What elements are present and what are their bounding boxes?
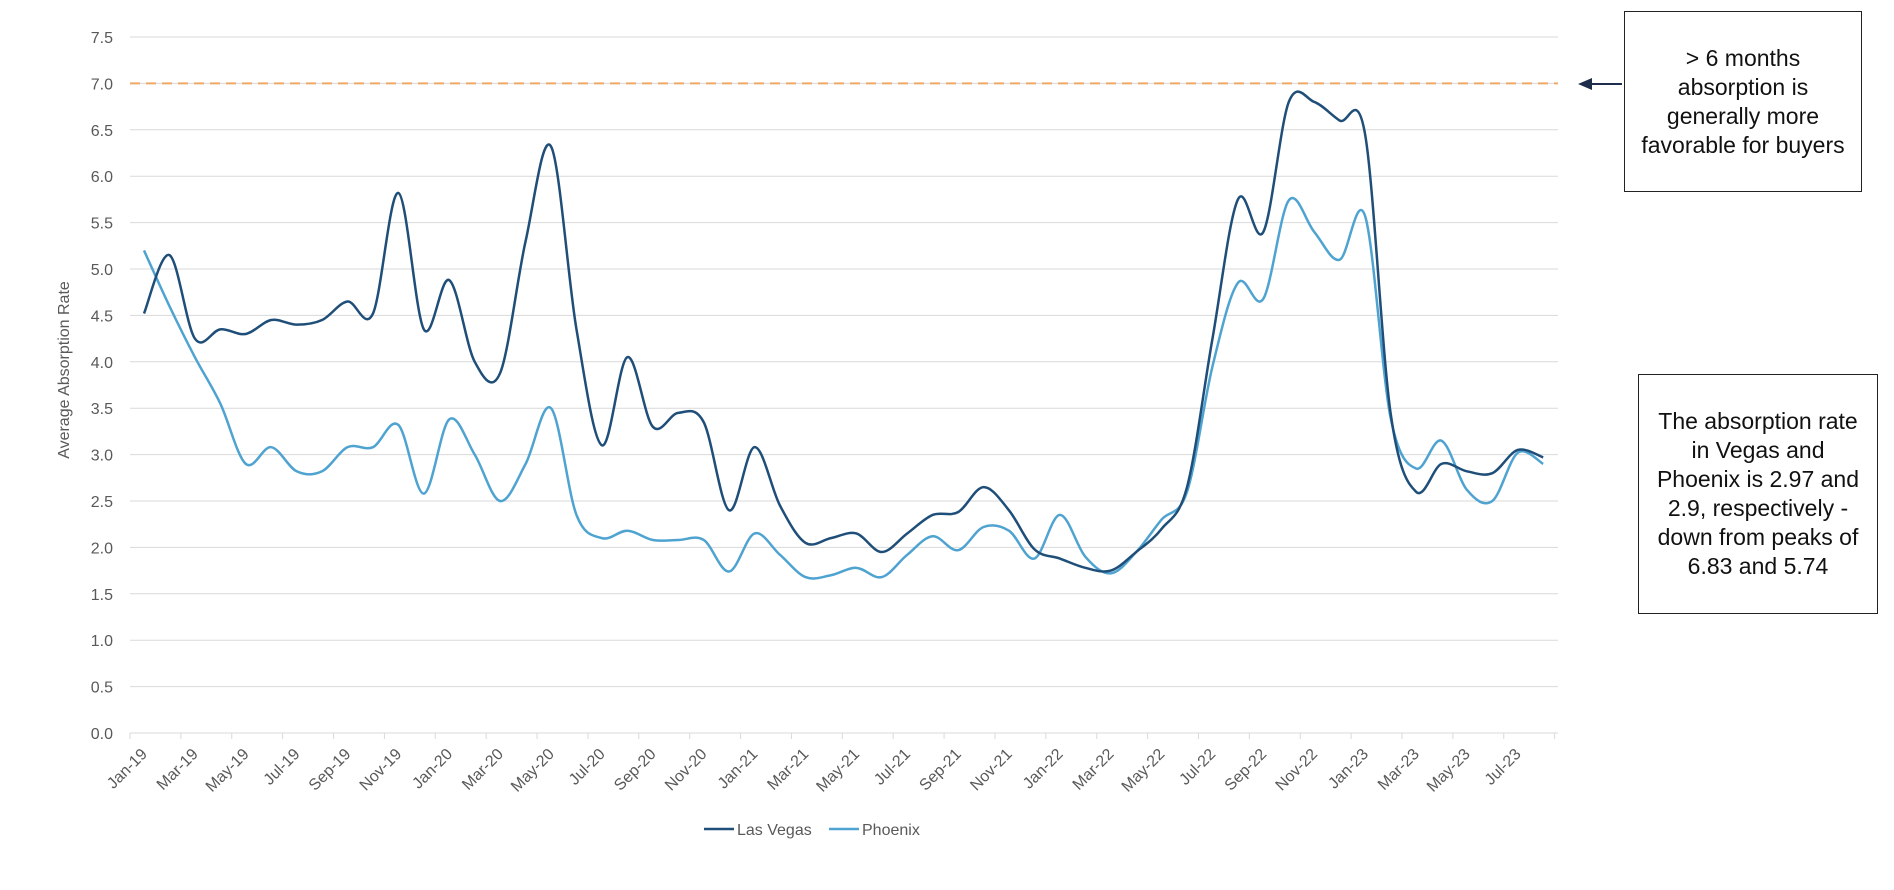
y-axis-title: Average Absorption Rate <box>56 281 73 459</box>
x-tick-label: Jul-21 <box>871 746 914 789</box>
y-tick-label: 7.5 <box>91 30 113 47</box>
x-tick-label: Jan-19 <box>104 746 151 793</box>
legend-label-las-vegas: Las Vegas <box>737 822 812 839</box>
x-tick-label: Jul-23 <box>1482 746 1525 789</box>
x-tick-label: May-22 <box>1119 746 1169 796</box>
x-tick-label: Jan-20 <box>409 746 456 793</box>
x-tick-label: Nov-21 <box>967 746 1016 795</box>
x-tick-label: Mar-20 <box>459 746 507 794</box>
x-tick-label: Nov-22 <box>1273 746 1322 795</box>
legend: Las Vegas Phoenix <box>704 822 920 839</box>
y-tick-label: 2.5 <box>91 494 113 511</box>
x-axis-ticks: Jan-19 Mar-19 May-19 Jul-19 Sep-19 Nov-19 Jan-… <box>104 733 1556 796</box>
y-tick-label: 0.5 <box>91 680 113 697</box>
annotation-buyers-favorable: > 6 months absorption is generally more … <box>1624 11 1862 192</box>
x-tick-label: Mar-19 <box>154 746 202 794</box>
y-tick-label: 4.5 <box>91 308 113 325</box>
x-tick-label: Mar-23 <box>1375 746 1423 794</box>
y-axis-ticks: 0.0 0.5 1.0 1.5 2.0 2.5 3.0 3.5 4.0 4.5 5.0 5.5 6.0 6… <box>91 30 113 743</box>
x-tick-label: Sep-22 <box>1222 746 1271 795</box>
x-tick-label: May-20 <box>508 746 558 796</box>
annotation-arrow <box>1578 78 1622 90</box>
x-tick-label: Sep-20 <box>611 746 660 795</box>
series-line-las-vegas <box>142 90 1544 573</box>
annotation-current-rates: The absorption rate in Vegas and Phoenix… <box>1638 374 1878 614</box>
x-tick-label: May-23 <box>1424 746 1474 796</box>
y-tick-label: 5.0 <box>91 262 113 279</box>
gridlines <box>130 36 1558 734</box>
x-tick-label: Jul-20 <box>566 746 609 789</box>
y-tick-label: 6.0 <box>91 169 113 186</box>
y-tick-label: 3.0 <box>91 448 113 465</box>
y-tick-label: 2.0 <box>91 540 113 557</box>
y-tick-label: 6.5 <box>91 123 113 140</box>
x-tick-label: Sep-19 <box>306 746 355 795</box>
y-tick-label: 5.5 <box>91 216 113 233</box>
y-tick-label: 0.0 <box>91 726 113 743</box>
x-tick-label: Nov-20 <box>662 746 711 795</box>
legend-label-phoenix: Phoenix <box>862 822 920 839</box>
x-tick-label: Mar-21 <box>764 746 812 794</box>
x-tick-label: Jul-22 <box>1176 746 1219 789</box>
arrow-head <box>1578 78 1592 90</box>
y-tick-label: 7.0 <box>91 76 113 93</box>
y-tick-label: 3.5 <box>91 401 113 418</box>
x-tick-label: Sep-21 <box>916 746 965 795</box>
x-tick-label: Jan-22 <box>1020 746 1067 793</box>
x-tick-label: Jan-21 <box>715 746 762 793</box>
series-lines <box>142 90 1544 580</box>
series-line-phoenix <box>142 196 1544 580</box>
y-tick-label: 1.0 <box>91 633 113 650</box>
x-tick-label: Mar-22 <box>1070 746 1118 794</box>
x-tick-label: May-19 <box>203 746 253 796</box>
y-tick-label: 4.0 <box>91 355 113 372</box>
x-tick-label: May-21 <box>813 746 863 796</box>
x-tick-label: Nov-19 <box>357 746 406 795</box>
x-tick-label: Jan-23 <box>1325 746 1372 793</box>
x-tick-label: Jul-19 <box>261 746 304 789</box>
y-tick-label: 1.5 <box>91 587 113 604</box>
